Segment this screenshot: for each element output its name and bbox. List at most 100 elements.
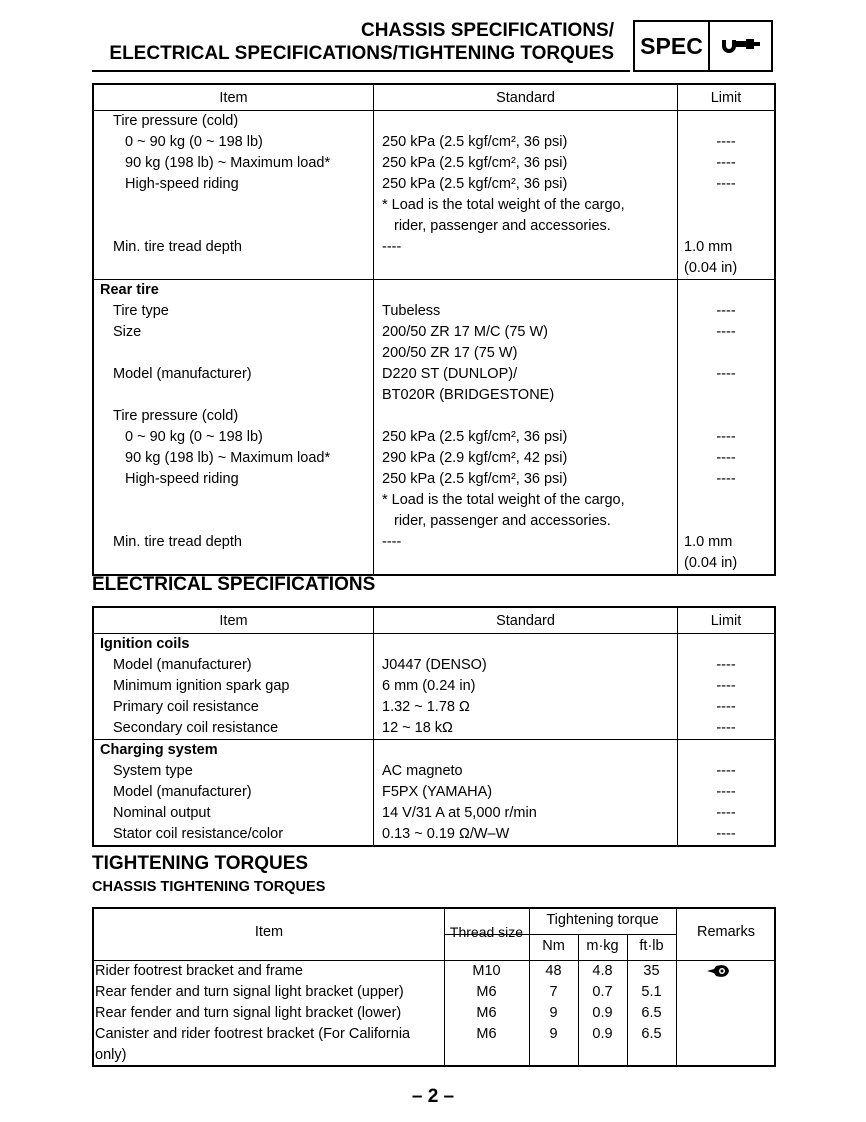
- row-item: 90 kg (198 lb) ~ Maximum load*: [94, 153, 374, 174]
- micrometer-icon: [710, 22, 771, 70]
- rear-tire-section: Rear tire Tire type Tubeless ---- Size 200/…: [94, 280, 774, 574]
- row-item: 90 kg (198 lb) ~ Maximum load*: [94, 448, 374, 469]
- row-item: Rear fender and turn signal light bracke…: [95, 984, 404, 1000]
- row-nm: 48: [545, 963, 562, 979]
- header-item: Item: [94, 85, 374, 110]
- ignition-coils-section: Ignition coils Model (manufacturer) J0447…: [94, 634, 774, 740]
- row-item: Primary coil resistance: [94, 697, 374, 718]
- chassis-torques-subheading: CHASSIS TIGHTENING TORQUES: [92, 879, 326, 895]
- table-row: Min. tire tread depth ---- 1.0 mm: [94, 237, 774, 258]
- row-limit: 1.0 mm: [684, 534, 733, 550]
- row-limit: 1.0 mm: [684, 239, 733, 255]
- row-thread: M10: [472, 963, 501, 979]
- row-mkg: 4.8: [592, 963, 613, 979]
- row-ftlb: 6.5: [641, 1026, 662, 1042]
- table-header: Item Standard Limit: [94, 608, 774, 634]
- table-row: Canister and rider footrest bracket (For…: [94, 1024, 774, 1063]
- row-item-cont: only): [95, 1047, 127, 1063]
- row-item: System type: [94, 761, 374, 782]
- header-thread-size: Thread size: [449, 924, 524, 940]
- table-row: 90 kg (198 lb) ~ Maximum load* 290 kPa (2…: [94, 448, 774, 469]
- row-limit: ----: [716, 366, 736, 382]
- row-standard: 1.32 ~ 1.78 Ω: [374, 697, 678, 718]
- row-standard: 0.13 ~ 0.19 Ω/W–W: [374, 824, 678, 845]
- row-item: 0 ~ 90 kg (0 ~ 198 lb): [94, 427, 374, 448]
- row-item: Model (manufacturer): [94, 364, 374, 385]
- locking-agent-icon: [707, 964, 731, 985]
- row-standard: ----: [374, 237, 678, 258]
- row-item: Rear fender and turn signal light bracke…: [95, 1005, 402, 1021]
- chassis-spec-table: Item Standard Limit Tire pressure (cold)…: [92, 83, 776, 576]
- torques-heading: TIGHTENING TORQUES: [92, 853, 309, 874]
- row-standard: J0447 (DENSO): [374, 655, 678, 676]
- table-row: Nominal output 14 V/31 A at 5,000 r/min --…: [94, 803, 774, 824]
- table-header: [94, 909, 774, 961]
- load-note-cont: rider, passenger and accessories.: [374, 216, 678, 237]
- row-standard: Tubeless: [374, 301, 678, 322]
- row-item: Secondary coil resistance: [94, 718, 374, 739]
- table-row: 0 ~ 90 kg (0 ~ 198 lb) 250 kPa (2.5 kgf/c…: [94, 427, 774, 448]
- row-thread: M6: [476, 984, 497, 1000]
- table-row: Min. tire tread depth ---- 1.0 mm: [94, 532, 774, 553]
- spec-badge: SPEC: [633, 20, 773, 72]
- table-row: 0 ~ 90 kg (0 ~ 198 lb) 250 kPa (2.5 kgf/c…: [94, 132, 774, 153]
- table-row: Tire type Tubeless ----: [94, 301, 774, 322]
- table-row: Model (manufacturer) D220 ST (DUNLOP)/ ---…: [94, 364, 774, 385]
- table-row: Model (manufacturer) J0447 (DENSO) ----: [94, 655, 774, 676]
- row-standard: 250 kPa (2.5 kgf/cm², 36 psi): [374, 469, 678, 490]
- table-row: Primary coil resistance 1.32 ~ 1.78 Ω ----: [94, 697, 774, 718]
- row-standard: 250 kPa (2.5 kgf/cm², 36 psi): [374, 427, 678, 448]
- row-standard: 12 ~ 18 kΩ: [374, 718, 678, 739]
- header-remarks: Remarks: [696, 924, 755, 940]
- row-ftlb: 35: [643, 963, 660, 979]
- table-row: High-speed riding 250 kPa (2.5 kgf/cm², 3…: [94, 469, 774, 490]
- row-standard: ----: [374, 532, 678, 553]
- row-limit: ----: [716, 176, 736, 192]
- row-limit: ----: [716, 155, 736, 171]
- row-ftlb: 6.5: [641, 1005, 662, 1021]
- row-limit: ----: [716, 450, 736, 466]
- electrical-heading: ELECTRICAL SPECIFICATIONS: [92, 574, 376, 595]
- row-standard: 200/50 ZR 17 M/C (75 W): [374, 322, 678, 343]
- row-limit: ----: [716, 134, 736, 150]
- row-limit: ----: [716, 720, 736, 736]
- header-item: Item: [94, 608, 374, 633]
- row-mkg: 0.9: [592, 1005, 613, 1021]
- row-limit: ----: [716, 429, 736, 445]
- tire-pressure-label: Tire pressure (cold): [94, 111, 374, 132]
- row-item: Model (manufacturer): [94, 782, 374, 803]
- page-title-line1: CHASSIS SPECIFICATIONS/: [360, 20, 614, 41]
- row-limit: ----: [716, 678, 736, 694]
- header-item: Item: [254, 924, 284, 940]
- row-nm: 7: [549, 984, 558, 1000]
- table-row: System type AC magneto ----: [94, 761, 774, 782]
- header-ftlb: ft·lb: [639, 938, 664, 954]
- row-thread: M6: [476, 1005, 497, 1021]
- row-limit-inch: (0.04 in): [684, 555, 738, 571]
- header-rule: [92, 70, 630, 72]
- table-row: Model (manufacturer) F5PX (YAMAHA) ----: [94, 782, 774, 803]
- header-mkg: m·kg: [586, 938, 619, 954]
- row-nm: 9: [549, 1026, 558, 1042]
- row-standard-alt: BT020R (BRIDGESTONE): [374, 385, 678, 406]
- row-item: Min. tire tread depth: [94, 237, 374, 258]
- row-limit: ----: [716, 784, 736, 800]
- row-mkg: 0.9: [592, 1026, 613, 1042]
- load-note: * Load is the total weight of the cargo,: [374, 195, 678, 216]
- row-limit: ----: [716, 763, 736, 779]
- table-row: Secondary coil resistance 12 ~ 18 kΩ ----: [94, 718, 774, 739]
- load-note-cont: rider, passenger and accessories.: [374, 511, 678, 532]
- table-row: 90 kg (198 lb) ~ Maximum load* 250 kPa (2…: [94, 153, 774, 174]
- row-standard: F5PX (YAMAHA): [374, 782, 678, 803]
- row-item: High-speed riding: [94, 469, 374, 490]
- torque-table: Item Thread size Tightening torque Nm m·…: [92, 907, 776, 1067]
- row-standard: 250 kPa (2.5 kgf/cm², 36 psi): [374, 153, 678, 174]
- row-standard: 6 mm (0.24 in): [374, 676, 678, 697]
- electrical-spec-table: Item Standard Limit Ignition coils Model…: [92, 606, 776, 847]
- front-tire-section: Tire pressure (cold) 0 ~ 90 kg (0 ~ 198 …: [94, 111, 774, 280]
- header-standard: Standard: [374, 85, 678, 110]
- header-limit: Limit: [710, 89, 742, 106]
- row-nm: 9: [549, 1005, 558, 1021]
- table-header: Item Standard Limit: [94, 85, 774, 111]
